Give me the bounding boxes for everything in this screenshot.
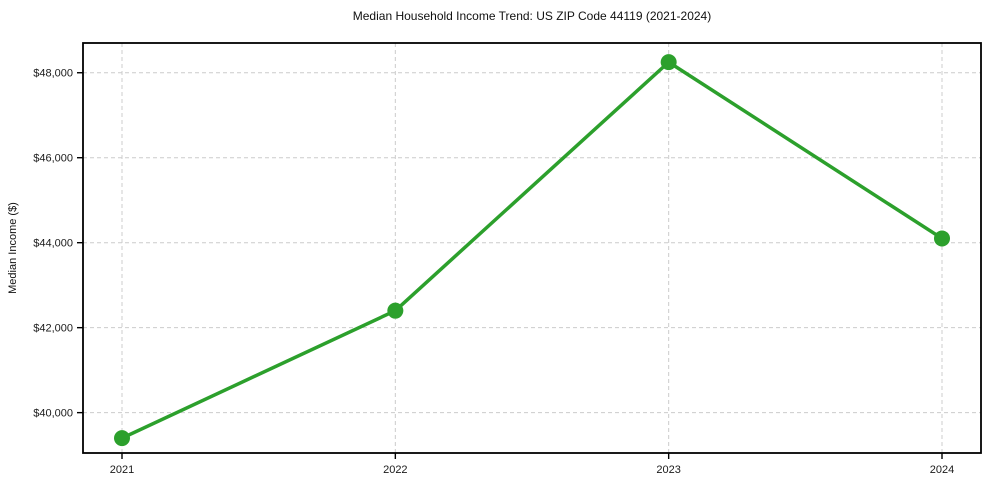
trend-line	[120, 60, 944, 440]
y-tick-label: $48,000	[33, 68, 73, 80]
x-tick-label: 2022	[383, 464, 407, 476]
data-point-2023	[660, 54, 677, 71]
chart-title: Median Household Income Trend: US ZIP Co…	[352, 9, 712, 23]
y-tick-label: $46,000	[33, 153, 73, 165]
x-tick-label: 2024	[930, 464, 954, 476]
y-tick-label: $42,000	[33, 323, 73, 335]
data-point-2024	[934, 230, 950, 247]
data-point-2022	[387, 302, 404, 319]
y-tick-label: $40,000	[33, 408, 73, 420]
y-tick-label: $44,000	[33, 238, 73, 250]
x-tick-label: 2021	[110, 464, 134, 476]
data-point-2021	[114, 430, 130, 447]
x-tick-label: 2023	[656, 464, 680, 476]
plot-border	[82, 42, 982, 454]
